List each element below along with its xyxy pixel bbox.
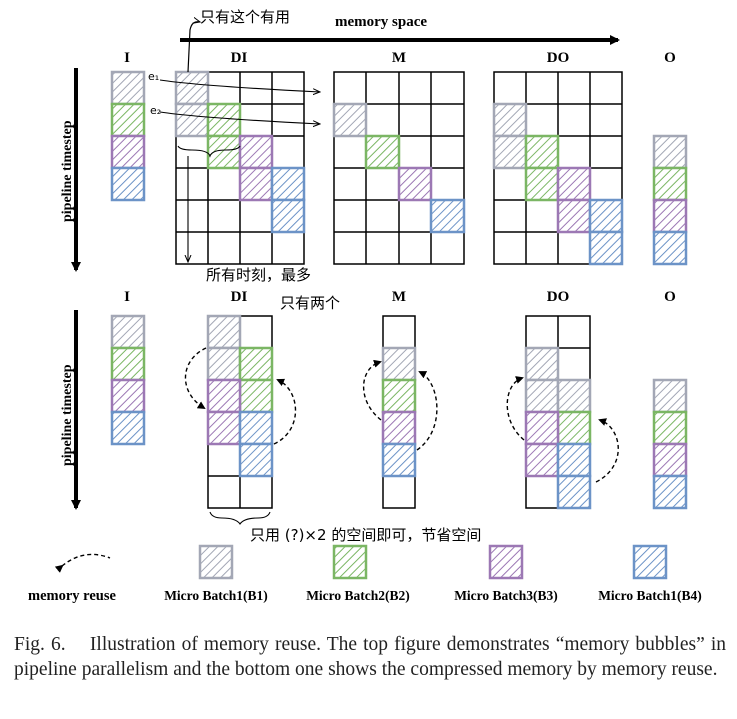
bottom-header-DI: DI	[231, 289, 248, 305]
top-timestep-label: pipeline timestep	[60, 120, 75, 222]
top-I-B2	[110, 102, 146, 138]
bottom-DO-grid	[506, 315, 619, 510]
legend-swatch-B3	[488, 544, 524, 580]
bottom-header-I: I	[124, 289, 130, 305]
top-note-text: 只有这个有用	[200, 8, 290, 26]
memory-space-label: memory space	[335, 14, 427, 30]
top-header-O: O	[664, 50, 676, 66]
figure-caption: Fig. 6. Illustration of memory reuse. Th…	[14, 632, 726, 682]
legend-swatch-B1	[198, 544, 234, 580]
M-reuse-arrow-right	[416, 371, 438, 451]
bottom-input-stack	[110, 314, 146, 446]
top-input-stack	[110, 70, 146, 202]
top-M-grid	[332, 71, 466, 265]
top-I-B1	[110, 70, 146, 106]
legend-label-B3: Micro Batch3(B3)	[454, 588, 558, 603]
bottom-header-O: O	[664, 289, 676, 305]
bottom-timestep-label: pipeline timestep	[60, 364, 75, 466]
memory-reuse-legend-arrow	[54, 553, 111, 573]
DI-reuse-arrow-left	[184, 347, 207, 410]
top-header-DI: DI	[231, 50, 248, 66]
bottom-M-grid	[362, 315, 438, 509]
legend: memory reuse Micro Batch1(B1) Micro Batc…	[28, 544, 702, 604]
bottom-handwritten-annotation: 只用 (?)×2 的空间即可，节省空间	[209, 511, 481, 544]
DO-reuse-arrow-right	[595, 418, 619, 483]
bottom-DI-grid	[184, 314, 297, 509]
bottom-brace	[209, 511, 271, 525]
e1-label: e₁	[148, 70, 159, 83]
top-brace	[177, 145, 241, 158]
bottom-header-M: M	[392, 289, 406, 305]
top-column-headers: I DI M DO O	[124, 50, 676, 66]
top-header-M: M	[392, 50, 406, 66]
bottom-column-headers: I DI M DO O	[124, 289, 676, 305]
top-header-DO: DO	[547, 50, 570, 66]
top-DI-grid	[174, 70, 306, 265]
memory-reuse-legend-label: memory reuse	[28, 588, 116, 604]
top-DO-grid	[492, 71, 624, 266]
top-note-pointer	[187, 22, 200, 73]
legend-label-B1: Micro Batch1(B1)	[164, 588, 268, 603]
bottom-header-DO: DO	[547, 289, 570, 305]
bottom-output-stack	[652, 378, 688, 510]
legend-swatch-B4	[632, 544, 668, 580]
top-I-B4	[110, 166, 146, 202]
e2-arrow	[159, 111, 320, 124]
legend-label-B2: Micro Batch2(B2)	[306, 588, 410, 603]
DI-reuse-arrow-right	[273, 378, 297, 445]
legend-label-B4: Micro Batch1(B4)	[598, 588, 702, 603]
caption-prefix: Fig. 6.	[14, 634, 66, 655]
caption-text: Illustration of memory reuse. The top fi…	[14, 634, 726, 680]
DO-reuse-arrow-left	[506, 376, 525, 441]
bottom-note-text: 只用 (?)×2 的空间即可，节省空间	[250, 526, 481, 544]
top-I-B3	[110, 134, 146, 170]
e1-arrow	[159, 79, 320, 92]
side-note-line1: 所有时刻，最多	[206, 266, 311, 284]
e2-label: e₂	[150, 104, 161, 117]
top-handwritten-annotations: 只有这个有用 e₁ e₂ 所有时刻，最多 只有两个	[148, 8, 340, 312]
top-header-I: I	[124, 50, 130, 66]
M-reuse-arrow-left	[362, 359, 382, 421]
top-output-stack	[652, 134, 688, 266]
side-note-line2: 只有两个	[280, 294, 340, 312]
legend-swatch-B2	[332, 544, 368, 580]
